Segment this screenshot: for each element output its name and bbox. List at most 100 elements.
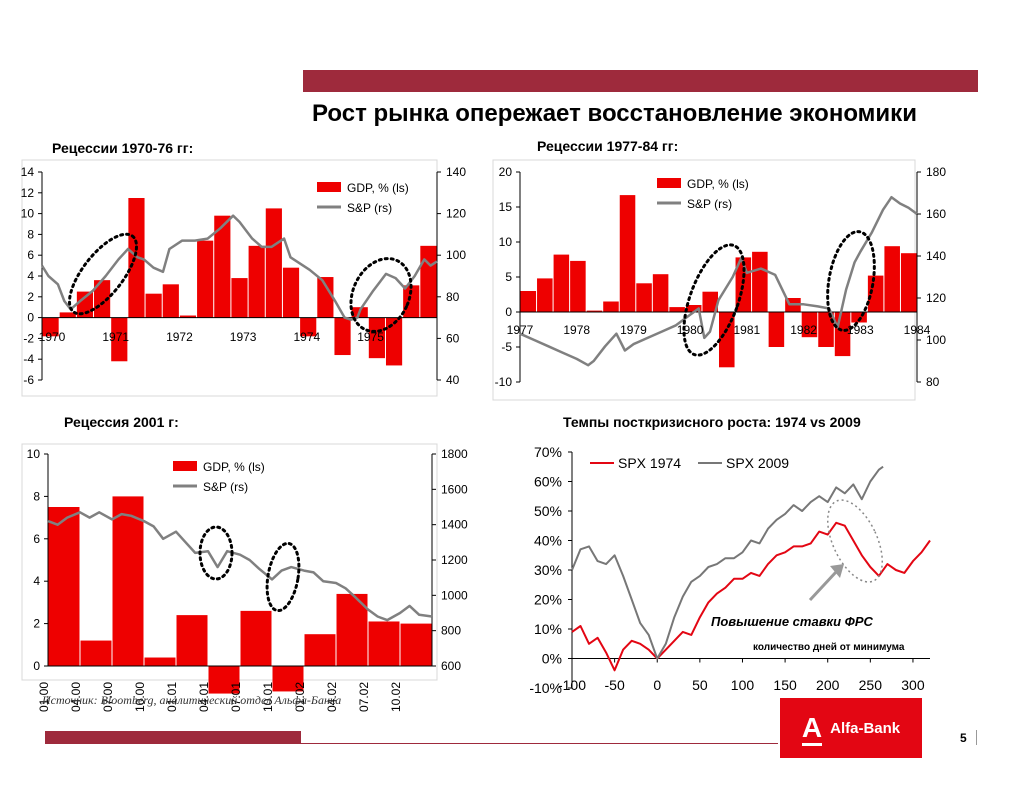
gdp-bar	[685, 305, 702, 312]
alfa-logo-text: Alfa-Bank	[830, 719, 901, 737]
highlight-ellipse	[68, 232, 138, 316]
gdp-bar	[272, 666, 304, 692]
y-right-tick-label: 1600	[441, 482, 468, 496]
chart1-title: Рецессии 1970-76 гг:	[52, 140, 194, 156]
gdp-bar	[385, 317, 403, 366]
y-left-tick-label: 5	[505, 270, 512, 284]
y-right-tick-label: 1200	[441, 553, 468, 567]
page-title: Рост рынка опережает восстановление экон…	[312, 100, 917, 127]
legend-sp-label: S&P (rs)	[687, 197, 732, 211]
x-tick-label: 07.01	[229, 682, 243, 712]
source-note: Источник: Bloomberg, аналитический отдел…	[42, 693, 342, 707]
x-tick-label: 200	[816, 677, 840, 693]
gdp-bar	[403, 285, 420, 318]
alfa-bank-logo: А Alfa-Bank	[780, 698, 922, 758]
x-tick-label: 04.02	[325, 682, 339, 712]
highlight-ellipse	[826, 499, 884, 583]
gdp-bar	[669, 307, 685, 312]
alfa-logo-mark: А	[801, 712, 823, 746]
gdp-bar	[179, 315, 197, 318]
gdp-bar	[214, 215, 231, 318]
x-tick-label: 50	[692, 677, 708, 693]
y-left-tick-label: 6	[27, 248, 34, 262]
y-left-tick-label: 4	[33, 574, 40, 588]
gdp-bar	[336, 593, 368, 666]
x-tick-label: 01.02	[293, 682, 307, 712]
x-tick-label: 1984	[904, 323, 931, 337]
y-left-tick-label: 10	[499, 235, 513, 249]
chart-recession-1977-84: -10 -5 0 5 10 15 20 80 100 120 140 160 180 1977 1978 19…	[492, 159, 946, 401]
gdp-bar	[801, 312, 818, 338]
y-tick-label: 70%	[534, 444, 562, 460]
y-right-tick-label: 1000	[441, 588, 468, 602]
x-tick-label: 1975	[357, 330, 384, 344]
y-left-tick-label: -5	[501, 340, 512, 354]
x-tick-label: 10.00	[133, 682, 147, 712]
x-tick-label: 1979	[620, 323, 647, 337]
gdp-bar	[400, 623, 432, 666]
y-left-tick-label: 0	[27, 311, 34, 325]
series-line-1974	[571, 521, 931, 672]
gdp-bar	[248, 245, 265, 318]
y-left-tick-label: 6	[33, 532, 40, 546]
y-left-tick-label: 0	[33, 659, 40, 673]
y-right-tick-label: 60	[446, 331, 460, 345]
gdp-bar	[884, 246, 900, 312]
x-tick-label: 1978	[563, 323, 590, 337]
gdp-bar	[176, 615, 208, 666]
gdp-bar	[818, 312, 834, 347]
x-tick-label: 1970	[39, 330, 66, 344]
y-right-tick-label: 40	[446, 373, 460, 387]
y-tick-label: 20%	[534, 592, 562, 608]
y-left-tick-label: 2	[33, 617, 40, 631]
gdp-bar	[768, 312, 785, 347]
gdp-bar	[162, 284, 179, 318]
sp-line	[47, 511, 433, 622]
highlight-ellipse	[349, 257, 413, 333]
x-tick-label: 10.01	[261, 682, 275, 712]
x-tick-label: 1972	[166, 330, 193, 344]
gdp-bar	[94, 280, 111, 318]
gdp-bar	[208, 666, 240, 694]
gdp-bar	[570, 260, 586, 312]
gdp-bar	[586, 310, 603, 312]
series-line-2009	[571, 465, 884, 660]
legend-gdp-label: GDP, % (ls)	[347, 181, 409, 195]
x-tick-label: 1982	[790, 323, 817, 337]
y-tick-label: 30%	[534, 562, 562, 578]
gdp-bar	[282, 267, 300, 318]
legend-gdp-label: GDP, % (ls)	[203, 460, 265, 474]
gdp-bar	[702, 291, 718, 312]
sp-line	[519, 195, 918, 367]
gdp-bar	[719, 312, 735, 368]
footer-line	[45, 743, 778, 744]
gdp-bar	[48, 507, 80, 666]
chart-post-crisis-growth: -10% 0% 10% 20% 30% 40% 50% 60% 70% -100 -50 0 50 100…	[529, 444, 931, 696]
x-tick-label: 100	[731, 677, 755, 693]
x-tick-label: 04.00	[69, 682, 83, 712]
x-tick-label: -50	[605, 677, 625, 693]
chart-recession-1970-76: -6 -4 -2 0 2 4 6 8 10 12 14 40 60 80 100 120 140 1970 1971…	[21, 159, 466, 397]
y-left-tick-label: 10	[27, 447, 41, 461]
gdp-bar	[636, 283, 652, 312]
x-tick-label: 1971	[102, 330, 129, 344]
x-tick-label: 1981	[734, 323, 761, 337]
y-right-tick-label: 800	[441, 624, 461, 638]
gdp-bar	[231, 278, 248, 318]
gdp-bar	[752, 251, 768, 312]
y-right-tick-label: 1400	[441, 518, 468, 532]
gdp-bar	[111, 317, 128, 362]
y-tick-label: -10%	[529, 680, 562, 696]
y-left-tick-label: -4	[23, 352, 34, 366]
sp-line	[40, 214, 438, 321]
chart4-title: Темпы посткризисного роста: 1974 vs 2009	[563, 414, 861, 430]
highlight-ellipse	[682, 243, 746, 357]
legend-1974-label: SPX 1974	[618, 455, 681, 471]
y-right-tick-label: 100	[446, 248, 466, 262]
x-axis-title: количество дней от минимума	[753, 642, 905, 653]
legend-gdp-swatch	[657, 178, 681, 188]
x-tick-label: -100	[558, 677, 586, 693]
highlight-ellipse	[826, 230, 876, 332]
x-tick-label: 1977	[507, 323, 534, 337]
header-bar	[303, 70, 978, 92]
